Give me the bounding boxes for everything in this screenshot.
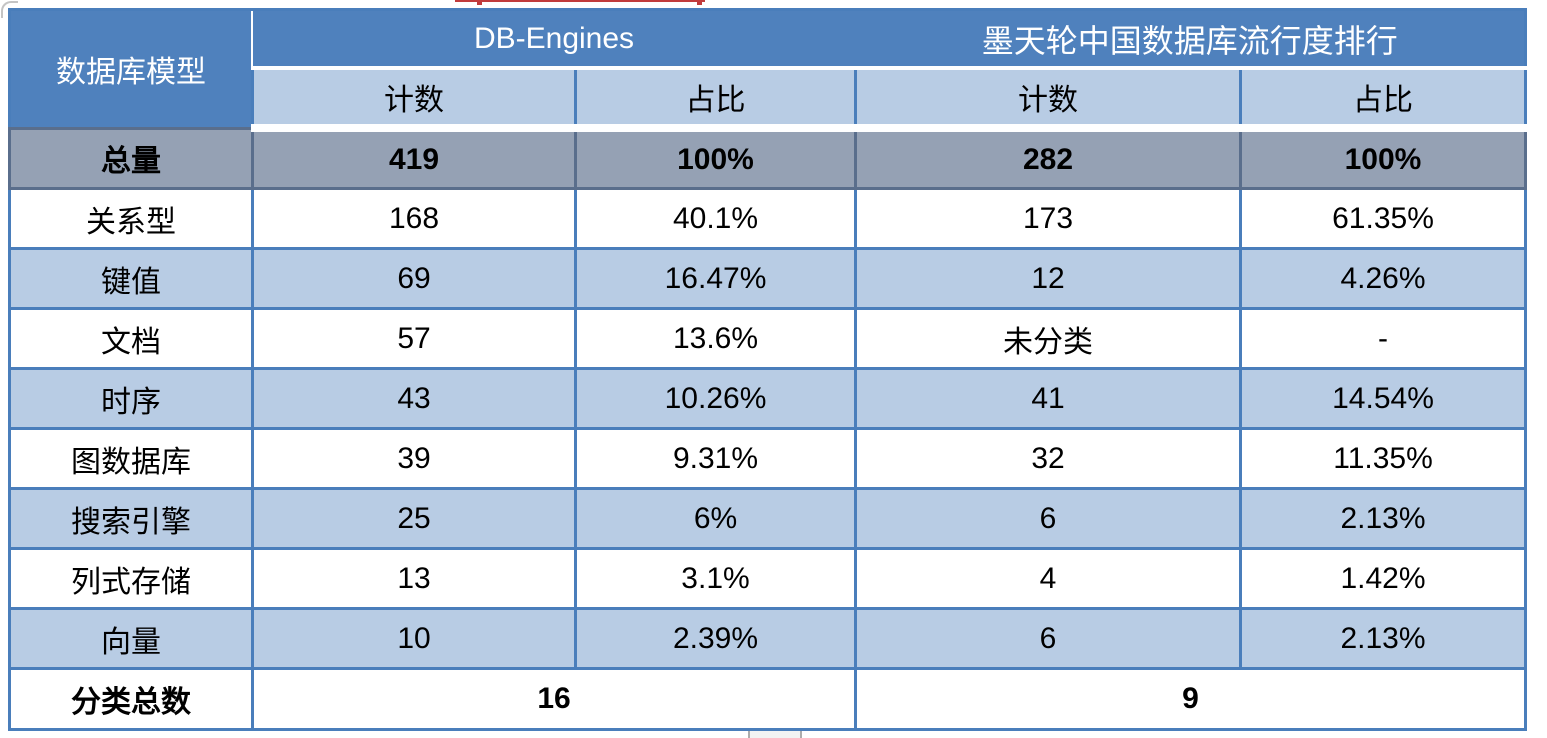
cell-modb-share: 1.42% [1239,547,1527,610]
total-db-count: 419 [251,126,577,190]
cell-modb-share: - [1239,307,1527,370]
cell-modb-count: 未分类 [854,307,1242,370]
footer-modb-total: 9 [854,667,1527,731]
cell-modb-share: 4.26% [1239,247,1527,310]
cell-modb-count: 6 [854,607,1242,670]
row-label: 时序 [8,367,254,430]
db-model-comparison-table: 数据库模型 DB-Engines 墨天轮中国数据库流行度排行 计数 占比 计数 … [8,8,1527,731]
table-row: 文档 57 13.6% 未分类 - [8,307,1527,370]
cell-modb-count: 173 [854,187,1242,250]
cell-modb-count: 32 [854,427,1242,490]
row-label: 列式存储 [8,547,254,610]
cell-modb-share: 61.35% [1239,187,1527,250]
table-row: 键值 69 16.47% 12 4.26% [8,247,1527,310]
cell-db-share: 13.6% [574,307,857,370]
scrollbar-fragment [748,731,802,738]
cell-db-count: 13 [251,547,577,610]
cell-modb-count: 41 [854,367,1242,430]
footer-db-total: 16 [251,667,857,731]
subheader-row: 计数 占比 计数 占比 [10,66,1527,132]
table-row: 搜索引擎 25 6% 6 2.13% [8,487,1527,550]
subheader-share-db: 占比 [574,66,857,132]
cell-modb-count: 4 [854,547,1242,610]
cell-modb-share: 11.35% [1239,427,1527,490]
cell-db-count: 69 [251,247,577,310]
row-label: 向量 [8,607,254,670]
group-header-db-engines: DB-Engines [252,9,856,68]
cell-db-share: 6% [574,487,857,550]
table-row: 关系型 168 40.1% 173 61.35% [8,187,1527,250]
cell-modb-share: 14.54% [1239,367,1527,430]
row-label: 搜索引擎 [8,487,254,550]
cell-modb-count: 6 [854,487,1242,550]
cell-db-count: 25 [251,487,577,550]
table-row: 时序 43 10.26% 41 14.54% [8,367,1527,430]
subheader-count-modb: 计数 [854,66,1242,132]
group-header-row: 数据库模型 DB-Engines 墨天轮中国数据库流行度排行 [9,9,1526,128]
cell-db-count: 10 [251,607,577,670]
row-label: 关系型 [8,187,254,250]
row-label: 键值 [8,247,254,310]
total-modb-share: 100% [1239,126,1527,190]
cell-db-count: 39 [251,427,577,490]
cell-db-share: 9.31% [574,427,857,490]
footer-label: 分类总数 [8,667,254,731]
red-text-remnant-tick [477,0,482,5]
total-row: 总量 419 100% 282 100% [8,126,1527,190]
cell-modb-share: 2.13% [1239,487,1527,550]
footer-row: 分类总数 16 9 [8,667,1527,731]
cell-db-count: 168 [251,187,577,250]
total-modb-count: 282 [854,126,1242,190]
cell-db-share: 10.26% [574,367,857,430]
cell-db-share: 40.1% [574,187,857,250]
cell-db-share: 16.47% [574,247,857,310]
cell-db-share: 3.1% [574,547,857,610]
cell-db-count: 43 [251,367,577,430]
window-corner-artifact [1,1,18,18]
row-label: 图数据库 [8,427,254,490]
total-label: 总量 [8,126,254,190]
cell-db-share: 2.39% [574,607,857,670]
row-label: 文档 [8,307,254,370]
group-header-modb: 墨天轮中国数据库流行度排行 [855,9,1526,68]
table-row: 向量 10 2.39% 6 2.13% [8,607,1527,670]
total-db-share: 100% [574,126,857,190]
subheader-count-db: 计数 [251,66,577,132]
cell-db-count: 57 [251,307,577,370]
cell-modb-count: 12 [854,247,1242,310]
cell-modb-share: 2.13% [1239,607,1527,670]
red-text-remnant [455,0,705,2]
table-row: 图数据库 39 9.31% 32 11.35% [8,427,1527,490]
subheader-share-modb: 占比 [1239,66,1527,132]
red-text-remnant-tick [697,0,702,5]
corner-header-cell: 数据库模型 [9,9,253,128]
table-row: 列式存储 13 3.1% 4 1.42% [8,547,1527,610]
